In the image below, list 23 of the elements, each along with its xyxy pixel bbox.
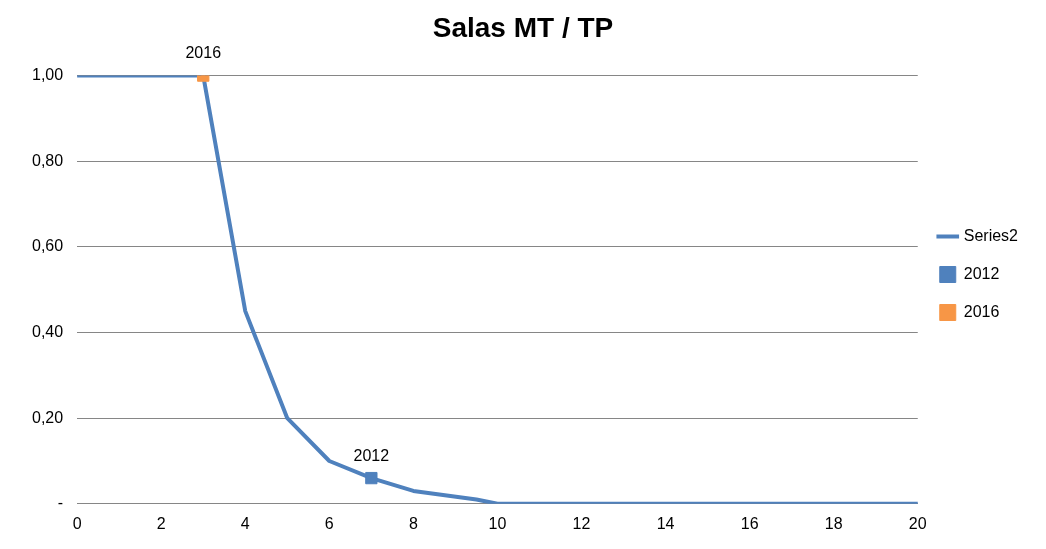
y-tick-label: 0,60 [32, 237, 64, 255]
chart-title: Salas MT / TP [432, 11, 614, 43]
x-tick-label: 4 [240, 514, 250, 532]
y-tick-label: 0,80 [32, 151, 64, 169]
x-tick-label: 10 [488, 514, 507, 532]
x-tick-label: 6 [324, 514, 334, 532]
x-tick-label: 8 [408, 514, 418, 532]
x-tick-label: 18 [824, 514, 843, 532]
annotation: 2012 [353, 446, 390, 464]
y-tick-label: 0,20 [32, 408, 64, 426]
x-tick-label: 14 [656, 514, 675, 532]
x-tick-label: 12 [572, 514, 591, 532]
annotation: 2016 [185, 44, 222, 62]
x-tick-label: 20 [908, 514, 927, 532]
x-tick-label: 0 [72, 514, 82, 532]
y-tick-label: 0,40 [32, 322, 64, 340]
legend-label: 2016 [963, 302, 1000, 320]
legend-label: Series2 [963, 226, 1019, 244]
y-tick-label: 1,00 [32, 66, 64, 84]
y-tick-label: - [57, 494, 64, 512]
x-tick-label: 16 [740, 514, 759, 532]
legend-label: 2012 [963, 264, 1000, 282]
x-tick-label: 2 [156, 514, 166, 532]
